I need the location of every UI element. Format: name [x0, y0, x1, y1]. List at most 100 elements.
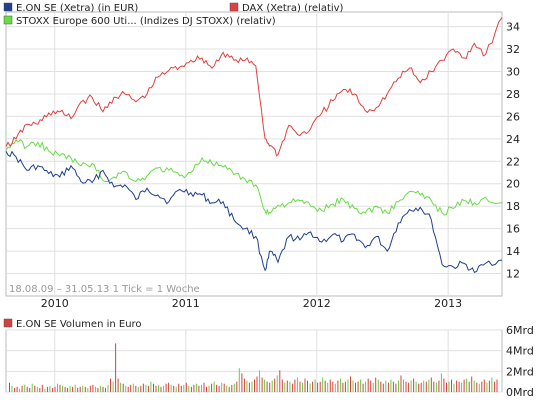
price-y-tick-label: 12	[506, 268, 520, 281]
volume-bar	[57, 383, 58, 392]
volume-bar	[67, 387, 69, 392]
volume-bar	[130, 384, 132, 392]
volume-bar	[107, 384, 109, 392]
volume-bar	[77, 387, 79, 392]
volume-bar	[165, 383, 167, 392]
volume-bar	[289, 381, 291, 392]
volume-bar	[127, 386, 129, 392]
volume-bar	[281, 379, 283, 392]
volume-bar	[236, 381, 238, 392]
volume-bar	[201, 384, 202, 392]
price-x-tick-label: 2012	[303, 297, 331, 310]
volume-bar	[115, 343, 117, 392]
volume-bar	[334, 383, 336, 392]
volume-bar	[488, 380, 490, 392]
volume-bar	[140, 385, 142, 392]
volume-bar	[44, 388, 46, 392]
volume-bar	[180, 385, 182, 392]
volume-bar	[337, 380, 339, 392]
volume-bar	[468, 381, 470, 392]
volume-bar	[9, 382, 10, 392]
volume-bar	[62, 385, 63, 392]
volume-bar	[319, 381, 321, 392]
volume-bar	[398, 380, 399, 392]
volume-bar	[122, 383, 124, 392]
volume-bar	[314, 379, 316, 392]
volume-bar	[296, 377, 298, 392]
legend-swatch	[3, 2, 13, 12]
price-y-tick-label: 22	[506, 155, 520, 168]
volume-bar	[456, 380, 458, 392]
volume-bar	[375, 377, 377, 392]
volume-bar	[360, 379, 362, 392]
volume-bar	[226, 385, 228, 392]
price-x-tick-label: 2011	[172, 297, 200, 310]
legend-swatch	[3, 15, 13, 25]
volume-bar	[64, 386, 66, 392]
volume-bar	[377, 379, 379, 392]
volume-bar	[59, 384, 61, 392]
price-y-tick-label: 16	[506, 223, 520, 236]
volume-bar	[36, 386, 38, 392]
volume-bar	[440, 373, 442, 392]
volume-bar	[193, 384, 195, 392]
volume-bar	[266, 381, 268, 392]
volume-bar	[185, 382, 187, 392]
volume-bar	[251, 381, 253, 392]
volume-bar	[51, 387, 53, 392]
volume-bar	[241, 373, 243, 392]
volume-bar	[125, 385, 127, 392]
volume-bar	[395, 383, 397, 392]
volume-bar	[69, 385, 71, 392]
volume-bar	[19, 388, 21, 392]
volume-bar	[408, 382, 410, 392]
volume-bar	[21, 385, 23, 392]
price-y-tick-label: 14	[506, 245, 520, 258]
volume-bar	[41, 384, 43, 392]
price-chart-panel: 12 14 16 18 20 22 24 26 28 30 32 34 2010 2011 2012 2013…	[3, 2, 520, 310]
volume-bar	[256, 376, 258, 392]
volume-bar	[243, 378, 245, 392]
volume-bar	[274, 378, 276, 392]
volume-bar	[387, 382, 389, 392]
volume-bar	[147, 385, 149, 392]
volume-bar	[195, 383, 197, 392]
volume-bar	[481, 381, 483, 392]
price-x-tick-label: 2010	[41, 297, 69, 310]
volume-bar	[94, 386, 96, 392]
volume-bar	[238, 368, 240, 392]
volume-bar	[155, 385, 157, 392]
volume-bar	[102, 386, 104, 392]
volume-bar	[163, 385, 165, 392]
volume-bar	[271, 380, 273, 392]
volume-bar	[208, 385, 210, 392]
price-y-tick-label: 18	[506, 200, 520, 213]
volume-bar	[372, 382, 374, 392]
volume-bar	[132, 383, 134, 392]
volume-bar	[476, 382, 478, 392]
legend-label: DAX (Xetra) (relativ)	[242, 3, 344, 14]
volume-bar	[403, 379, 404, 392]
volume-bar	[261, 377, 263, 392]
volume-bar	[307, 380, 308, 392]
volume-bar	[418, 383, 420, 392]
volume-bar	[342, 382, 344, 392]
volume-bar	[39, 387, 41, 392]
volume-bar	[446, 382, 447, 392]
volume-bar	[120, 382, 122, 392]
volume-bar	[203, 382, 205, 392]
price-y-tick-label: 28	[506, 88, 520, 101]
volume-bar	[211, 383, 213, 392]
volume-bar	[175, 386, 177, 392]
volume-bar	[72, 386, 74, 392]
volume-bar	[400, 375, 402, 392]
volume-bar	[170, 384, 172, 392]
volume-bar	[183, 384, 185, 392]
eon-price-line	[5, 150, 503, 274]
volume-y-tick-label: 4Mrd	[506, 345, 534, 358]
legend-label: STOXX Europe 600 Uti... (Indizes DJ STOX…	[16, 16, 276, 27]
volume-bar	[423, 380, 425, 392]
volume-bar	[486, 382, 488, 392]
volume-bar	[74, 384, 76, 392]
volume-bar	[142, 383, 144, 392]
